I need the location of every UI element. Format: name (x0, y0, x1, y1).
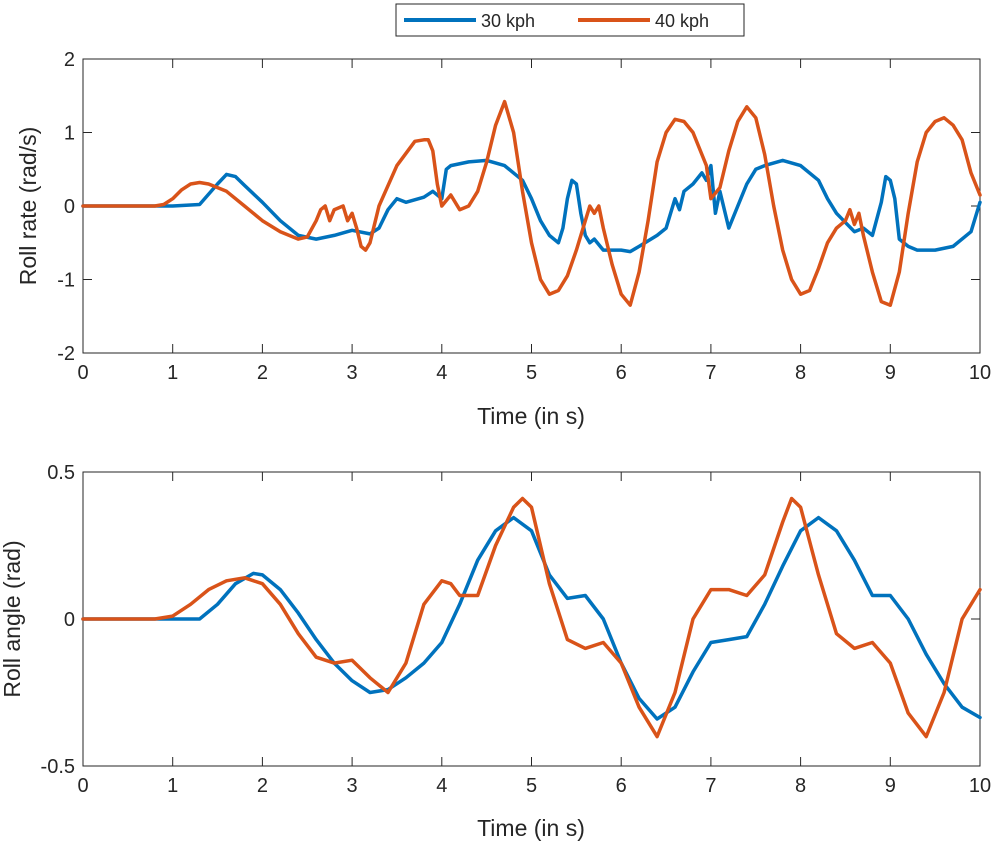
roll-rate-ytick-label: -1 (57, 270, 75, 292)
roll-rate-xtick-label: 0 (77, 362, 88, 384)
roll-rate-ytick-label: 1 (64, 123, 75, 145)
roll-rate-xtick-label: 5 (526, 362, 537, 384)
roll-angle-xlabel: Time (in s) (477, 815, 585, 841)
roll-angle-ticks: 0 1 2 3 4 5 6 7 8 9 10-0.500.5 (41, 462, 992, 797)
roll-angle-ylabel: Roll angle (rad) (0, 540, 25, 697)
roll-angle-series-30kph (81, 515, 982, 721)
roll-angle-xtick-label: 3 (347, 775, 358, 797)
roll-angle-xtick-label: 8 (795, 775, 806, 797)
roll-rate-xtick-label: 4 (436, 362, 447, 384)
roll-rate-series-40kph (81, 99, 982, 307)
roll-rate-xtick-label: 7 (705, 362, 716, 384)
roll-rate-xtick-label: 8 (795, 362, 806, 384)
roll-angle-chart: 0 1 2 3 4 5 6 7 8 9 10-0.500.5 Time (in s) Roll an… (0, 462, 991, 841)
legend-label-40kph: 40 kph (655, 11, 709, 31)
roll-angle-series (81, 496, 982, 739)
roll-rate-ticks: 0 1 2 3 4 5 6 7 8 9 10 -2 -1 0 1 2 (57, 49, 991, 384)
roll-rate-ytick-label: 2 (64, 49, 75, 71)
roll-rate-xtick-label: 6 (616, 362, 627, 384)
roll-rate-xtick-label: 2 (257, 362, 268, 384)
roll-angle-xtick-label: 0 (77, 775, 88, 797)
legend-label-30kph: 30 kph (481, 11, 535, 31)
roll-rate-ylabel: Roll rate (rad/s) (15, 127, 41, 285)
roll-rate-ytick-label: 0 (64, 196, 75, 218)
roll-angle-xtick-label: 4 (436, 775, 447, 797)
roll-angle-ytick-label: 0.5 (47, 462, 75, 484)
roll-angle-xtick-label: 1 (167, 775, 178, 797)
legend: 30 kph 40 kph (395, 3, 745, 37)
roll-rate-series (81, 99, 982, 307)
roll-angle-xtick-label: 2 (257, 775, 268, 797)
roll-rate-series-30kph (81, 158, 982, 254)
roll-angle-axes-box (82, 471, 981, 767)
roll-rate-xtick-label: 10 (969, 362, 991, 384)
roll-rate-xlabel: Time (in s) (477, 403, 585, 429)
roll-angle-xtick-label: 5 (526, 775, 537, 797)
roll-rate-ytick-label: -2 (57, 343, 75, 365)
roll-angle-series-40kph (81, 496, 982, 739)
roll-rate-xtick-label: 1 (167, 362, 178, 384)
roll-angle-ytick-label: 0 (64, 609, 75, 631)
roll-angle-xtick-label: 6 (616, 775, 627, 797)
roll-rate-xtick-label: 3 (347, 362, 358, 384)
roll-rate-chart: 0 1 2 3 4 5 6 7 8 9 10 -2 -1 0 1 2 Time (in s) Roll rat… (15, 49, 991, 429)
roll-rate-xtick-label: 9 (885, 362, 896, 384)
roll-rate-axes-box (82, 58, 981, 354)
roll-angle-xtick-label: 10 (969, 775, 991, 797)
roll-angle-xtick-label: 7 (705, 775, 716, 797)
roll-angle-xtick-label: 9 (885, 775, 896, 797)
roll-angle-ytick-label: -0.5 (41, 756, 75, 778)
